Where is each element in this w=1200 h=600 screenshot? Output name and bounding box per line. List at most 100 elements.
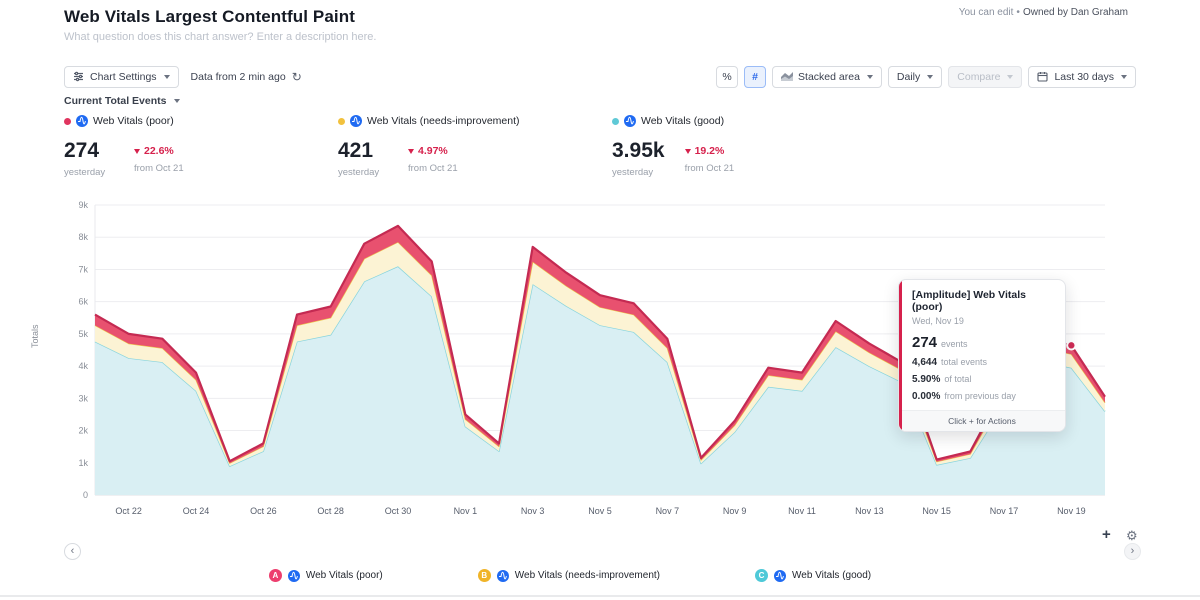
bottom-legend-item-good[interactable]: C Web Vitals (good) [755, 569, 871, 582]
chart-settings-button[interactable]: Chart Settings [64, 66, 179, 88]
tooltip-value: 274 [912, 334, 938, 351]
amplitude-icon [624, 115, 636, 127]
metric-value: 3.95k [612, 139, 665, 162]
chart-settings-label: Chart Settings [90, 71, 157, 83]
down-triangle-icon [408, 148, 414, 154]
bottom-legend: A Web Vitals (poor) B Web Vitals (needs-… [0, 569, 1140, 582]
legend-label: Web Vitals (good) [792, 570, 872, 581]
events-selector[interactable]: Current Total Events [64, 95, 180, 107]
metric-poor: Web Vitals (poor) 274 yesterday 22.6% fr… [64, 115, 336, 178]
compare-button[interactable]: Compare [948, 66, 1023, 88]
tooltip-of-total-label: of total [944, 374, 972, 384]
chevron-down-icon [927, 75, 934, 79]
dot-separator: • [1016, 7, 1020, 18]
amplitude-icon [76, 115, 88, 127]
svg-text:Oct 22: Oct 22 [115, 506, 142, 516]
chart-tooltip: [Amplitude] Web Vitals (poor) Wed, Nov 1… [898, 279, 1066, 432]
gear-icon[interactable]: ⚙ [1120, 527, 1144, 545]
chart-description-placeholder[interactable]: What question does this chart answer? En… [64, 31, 377, 43]
bottom-legend-item-needs-improvement[interactable]: B Web Vitals (needs-improvement) [477, 569, 660, 582]
tooltip-total-events-label: total events [941, 357, 988, 367]
metric-period: yesterday [64, 167, 106, 178]
chart-type-button[interactable]: Stacked area [772, 66, 882, 88]
scroll-right-button[interactable]: › [1124, 543, 1141, 560]
compare-label: Compare [957, 71, 1001, 83]
svg-text:Nov 15: Nov 15 [922, 506, 951, 516]
chevron-down-icon [173, 99, 180, 103]
date-range-label: Last 30 days [1054, 71, 1114, 83]
svg-text:Oct 26: Oct 26 [250, 506, 277, 516]
series-legend-needs-improvement[interactable]: Web Vitals (needs-improvement) [338, 115, 610, 127]
svg-text:4k: 4k [78, 361, 88, 371]
legend-label: Web Vitals (needs-improvement) [514, 570, 660, 581]
metric-change-from: from Oct 21 [134, 163, 184, 174]
tooltip-total-events-value: 4,644 [912, 357, 938, 368]
toolbar-left: Chart Settings Data from 2 min ago ↻ [64, 66, 302, 88]
amplitude-icon [774, 569, 786, 582]
chart-canvas[interactable]: 0 1k 2k 3k 4k 5k 6k 7k 8k 9k Oct 22 Oct 24 Oct 26 Oct… [59, 201, 1119, 523]
svg-text:5k: 5k [78, 329, 88, 339]
series-color-dot [612, 117, 619, 125]
down-triangle-icon [134, 148, 140, 154]
metric-change: 19.2% [684, 145, 735, 157]
calendar-icon [1037, 71, 1049, 83]
series-badge-a: A [268, 569, 282, 582]
series-legend-good[interactable]: Web Vitals (good) [612, 115, 884, 127]
svg-text:Nov 11: Nov 11 [788, 506, 816, 516]
number-toggle-button[interactable]: # [744, 66, 767, 88]
series-legend-poor[interactable]: Web Vitals (poor) [64, 115, 336, 127]
amplitude-icon [287, 569, 300, 582]
down-triangle-icon [684, 148, 691, 154]
svg-text:Nov 1: Nov 1 [454, 506, 478, 516]
owner-label: Owned by Dan Graham [1022, 7, 1128, 18]
svg-text:6k: 6k [78, 297, 88, 307]
svg-text:1k: 1k [78, 458, 88, 468]
tooltip-prev-day-label: from previous day [944, 391, 1016, 401]
chevron-down-icon [1121, 75, 1127, 79]
svg-text:Oct 24: Oct 24 [183, 506, 210, 516]
amplitude-icon [350, 115, 362, 127]
stacked-area-icon [781, 71, 794, 83]
data-freshness-label: Data from 2 min ago [190, 71, 286, 83]
page-title: Web Vitals Largest Contentful Paint [64, 7, 355, 26]
svg-text:Nov 19: Nov 19 [1057, 506, 1086, 516]
ownership-info: You can edit • Owned by Dan Graham [959, 7, 1128, 18]
add-annotation-button[interactable]: + [1096, 525, 1117, 544]
amplitude-icon [496, 569, 509, 582]
bottom-divider [0, 595, 1200, 597]
data-freshness: Data from 2 min ago ↻ [191, 70, 302, 84]
svg-text:9k: 9k [78, 201, 88, 210]
date-range-button[interactable]: Last 30 days [1028, 66, 1136, 88]
events-selector-label: Current Total Events [64, 95, 167, 107]
series-color-dot [64, 117, 71, 125]
interval-button[interactable]: Daily [887, 66, 943, 88]
sliders-icon [73, 71, 85, 83]
chevron-down-icon [1007, 75, 1014, 79]
svg-text:7k: 7k [78, 264, 88, 274]
metric-needs-improvement: Web Vitals (needs-improvement) 421 yeste… [338, 115, 610, 178]
metric-label: Web Vitals (poor) [93, 115, 174, 127]
svg-text:Nov 13: Nov 13 [855, 506, 884, 516]
svg-text:Oct 30: Oct 30 [385, 506, 412, 516]
metric-change-from: from Oct 21 [408, 163, 458, 174]
svg-text:Nov 9: Nov 9 [723, 506, 747, 516]
metric-period: yesterday [612, 167, 654, 178]
refresh-icon[interactable]: ↻ [291, 70, 302, 84]
series-color-dot [338, 117, 345, 125]
metric-change: 4.97% [408, 145, 458, 157]
interval-label: Daily [896, 71, 921, 83]
svg-text:Nov 7: Nov 7 [656, 506, 680, 516]
y-axis-title: Totals [30, 324, 40, 348]
tooltip-title: [Amplitude] Web Vitals (poor) [912, 289, 1026, 313]
tooltip-prev-day-value: 0.00% [912, 391, 941, 402]
chevron-down-icon [866, 75, 873, 79]
toolbar-right: % # Stacked area Daily Compare Last 30 d… [716, 66, 1136, 88]
percent-toggle-button[interactable]: % [716, 66, 739, 88]
tooltip-date: Wed, Nov 19 [912, 316, 964, 326]
scroll-left-button[interactable]: ‹ [64, 543, 81, 560]
svg-text:3k: 3k [78, 393, 88, 403]
tooltip-value-unit: events [941, 339, 968, 349]
bottom-legend-item-poor[interactable]: A Web Vitals (poor) [268, 569, 383, 582]
metric-label: Web Vitals (good) [641, 115, 725, 127]
series-badge-c: C [755, 569, 768, 582]
